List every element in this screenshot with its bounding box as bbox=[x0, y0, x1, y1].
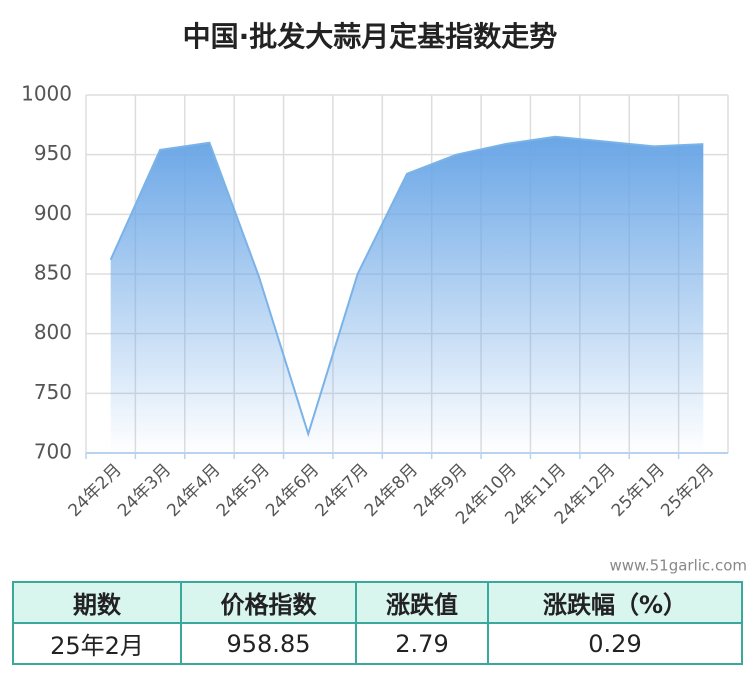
cell: 958.85 bbox=[180, 622, 357, 665]
table-row: 25年2月 958.85 2.79 0.29 bbox=[12, 622, 743, 665]
y-tick-label: 700 bbox=[34, 440, 72, 464]
x-tick-label: 24年4月 bbox=[163, 460, 224, 521]
line bbox=[109, 135, 704, 438]
header-cell: 涨跌值 bbox=[355, 581, 489, 624]
x-tick-label: 24年6月 bbox=[262, 460, 323, 521]
x-tick-label: 25年2月 bbox=[657, 460, 718, 521]
chart-title: 中国·批发大蒜月定基指数走势 bbox=[183, 20, 558, 53]
x-tick-label: 24年8月 bbox=[361, 460, 422, 521]
cell: 0.29 bbox=[487, 622, 743, 665]
x-tick-label: 24年3月 bbox=[114, 460, 175, 521]
header-cell: 期数 bbox=[12, 581, 182, 624]
cell: 2.79 bbox=[355, 622, 489, 665]
header-cell: 价格指数 bbox=[180, 581, 357, 624]
x-tick-label: 24年2月 bbox=[65, 460, 126, 521]
x-tick-label: 24年5月 bbox=[213, 460, 274, 521]
y-tick-label: 800 bbox=[34, 320, 72, 344]
x-tick-label: 25年1月 bbox=[608, 460, 669, 521]
summary-table: 期数 价格指数 涨跌值 涨跌幅（%） 25年2月 958.85 2.79 0.2… bbox=[12, 581, 743, 665]
header-cell: 涨跌幅（%） bbox=[487, 581, 743, 624]
area bbox=[110, 136, 704, 453]
table-header: 期数 价格指数 涨跌值 涨跌幅（%） bbox=[12, 581, 743, 624]
chart: 中国·批发大蒜月定基指数走势 www.51garlic.com 700 750 80… bbox=[21, 20, 747, 575]
y-tick-label: 750 bbox=[34, 380, 72, 404]
y-tick-label: 850 bbox=[34, 261, 72, 285]
y-tick-label: 900 bbox=[34, 201, 72, 225]
y-tick-label: 1000 bbox=[21, 82, 72, 106]
y-tick-label: 950 bbox=[34, 141, 72, 165]
cell: 25年2月 bbox=[12, 622, 182, 665]
watermark: www.51garlic.com bbox=[609, 557, 747, 575]
x-tick-label: 24年7月 bbox=[312, 460, 373, 521]
